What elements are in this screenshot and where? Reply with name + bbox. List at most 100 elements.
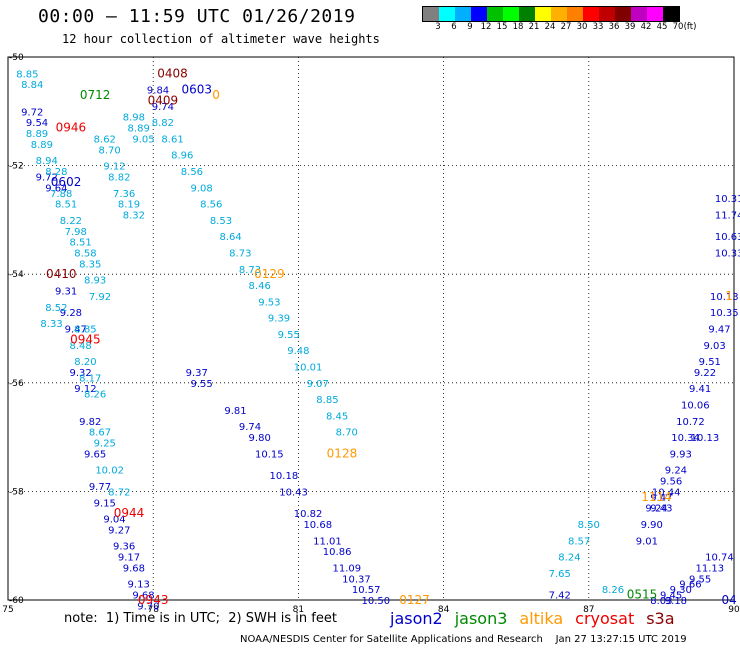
data-point-label: 8.45 <box>326 411 348 422</box>
data-point-label: 10.35 <box>710 308 739 319</box>
data-point-label: 9.24 <box>645 504 667 515</box>
data-point-label: 9.47 <box>650 493 672 504</box>
data-point-label: 9.82 <box>79 417 101 428</box>
data-point-label: 8.50 <box>578 520 600 531</box>
color-swatch-15 <box>663 7 679 21</box>
data-point-label: 9.36 <box>113 542 135 553</box>
data-point-label: 8.57 <box>568 536 590 547</box>
data-point-label: 10.74 <box>705 553 734 564</box>
satellite-legend: jason2 jason3 altika cryosat s3a <box>390 609 675 628</box>
satellite-legend-cryosat: cryosat <box>575 609 635 628</box>
data-point-label: 0409 <box>148 93 179 107</box>
data-point-label: 9.74 <box>239 422 261 433</box>
page-title: 00:00 – 11:59 UTC 01/26/2019 <box>38 6 356 27</box>
data-point-label: 9.80 <box>249 433 271 444</box>
color-swatch-8 <box>551 7 567 21</box>
data-point-label: 9.65 <box>84 449 106 460</box>
data-point-label: 0943 <box>138 593 169 607</box>
color-scale-label: 36 <box>608 22 620 32</box>
data-point-label: 9.70 <box>137 601 159 612</box>
color-scale-label: 6 <box>451 22 457 32</box>
data-point-label: 9.31 <box>55 286 77 297</box>
data-point-label: 9.90 <box>641 520 663 531</box>
data-point-label: 11.09 <box>332 563 361 574</box>
data-point-label: 7.65 <box>549 569 571 580</box>
data-point-label: 8.03 <box>650 596 672 607</box>
data-point-label: 10.18 <box>270 471 299 482</box>
data-point-label: 0129 <box>254 267 285 281</box>
data-point-label: 10.01 <box>294 363 323 374</box>
data-point-label: 9.05 <box>132 134 154 145</box>
data-point-label: 9.15 <box>94 498 116 509</box>
data-point-label: 8.94 <box>36 156 58 167</box>
data-point-label: 10.86 <box>323 547 352 558</box>
data-point-label: 0410 <box>46 267 77 281</box>
data-point-label: 9.39 <box>268 314 290 325</box>
color-swatch-4 <box>487 7 503 21</box>
data-point-label: 1114 <box>641 490 672 504</box>
data-point-label: 9.37 <box>186 368 208 379</box>
data-point-label: 9.32 <box>69 368 91 379</box>
data-point-label: 9.28 <box>60 308 82 319</box>
data-point-label: 8.73 <box>229 248 251 259</box>
data-point-label: 8.96 <box>171 151 193 162</box>
x-tick-label: 87 <box>583 605 594 615</box>
data-point-label: 9.22 <box>694 368 716 379</box>
data-point-label: 10.13 <box>710 292 739 303</box>
data-point-label: 10.82 <box>294 509 323 520</box>
data-point-label: 9.12 <box>74 384 96 395</box>
color-scale-label: 18 <box>512 22 524 32</box>
data-point-label: 7.42 <box>549 591 571 602</box>
data-point-label: 9.13 <box>128 580 150 591</box>
data-point-label: 8.26 <box>602 585 624 596</box>
data-point-label: 9.17 <box>118 553 140 564</box>
color-swatch-5 <box>503 7 519 21</box>
data-point-label: 0603 <box>181 83 212 97</box>
data-point-label: 8.85 <box>74 325 96 336</box>
color-swatch-0 <box>423 7 439 21</box>
color-scale-label: (ft) <box>683 22 697 32</box>
data-point-label: 10.63 <box>715 232 740 243</box>
data-point-label: 8.58 <box>74 248 96 259</box>
data-point-label: 9.66 <box>679 580 701 591</box>
data-point-label: 9.04 <box>103 515 125 526</box>
color-scale-label: 12 <box>480 22 492 32</box>
color-swatch-3 <box>471 7 487 21</box>
color-scale-label: 70 <box>672 22 684 32</box>
data-point-label: 10.06 <box>681 401 710 412</box>
data-point-label: 8.51 <box>69 238 91 249</box>
data-point-label: 8.51 <box>55 200 77 211</box>
data-point-label: 04 <box>722 593 737 607</box>
data-point-label: 10.37 <box>342 574 371 585</box>
data-point-label: 0944 <box>114 506 145 520</box>
data-point-label: 9.45 <box>660 591 682 602</box>
data-point-label: 9.68 <box>123 563 145 574</box>
data-point-label: 8.89 <box>26 129 48 140</box>
data-point-label: 0408 <box>157 66 188 80</box>
color-swatch-1 <box>439 7 455 21</box>
x-tick-label: 90 <box>728 605 740 615</box>
data-point-label: 11.13 <box>695 563 724 574</box>
satellite-legend-jason2: jason2 <box>390 609 443 628</box>
color-swatch-12 <box>615 7 631 21</box>
data-point-label: 8.26 <box>84 390 106 401</box>
color-swatch-7 <box>535 7 551 21</box>
data-point-label: 10.13 <box>691 433 720 444</box>
x-tick-label: 84 <box>438 605 450 615</box>
data-point-label: 10.72 <box>676 417 705 428</box>
data-point-label: 9.81 <box>224 406 246 417</box>
data-point-label: 8.67 <box>89 428 111 439</box>
data-point-label: 8.89 <box>128 124 150 135</box>
data-point-label: 8.70 <box>99 145 121 156</box>
data-point-label: 8.33 <box>40 319 62 330</box>
data-point-label: 0712 <box>80 88 111 102</box>
y-tick-label: -50 <box>9 53 24 63</box>
data-point-label: 9.18 <box>665 596 687 607</box>
color-swatch-13 <box>631 7 647 21</box>
data-point-label: 8.85 <box>316 395 338 406</box>
data-point-label: 8.46 <box>249 281 271 292</box>
data-point-label: 9.03 <box>704 341 726 352</box>
data-point-label: 8.62 <box>94 134 116 145</box>
y-tick-label: -60 <box>9 596 24 606</box>
